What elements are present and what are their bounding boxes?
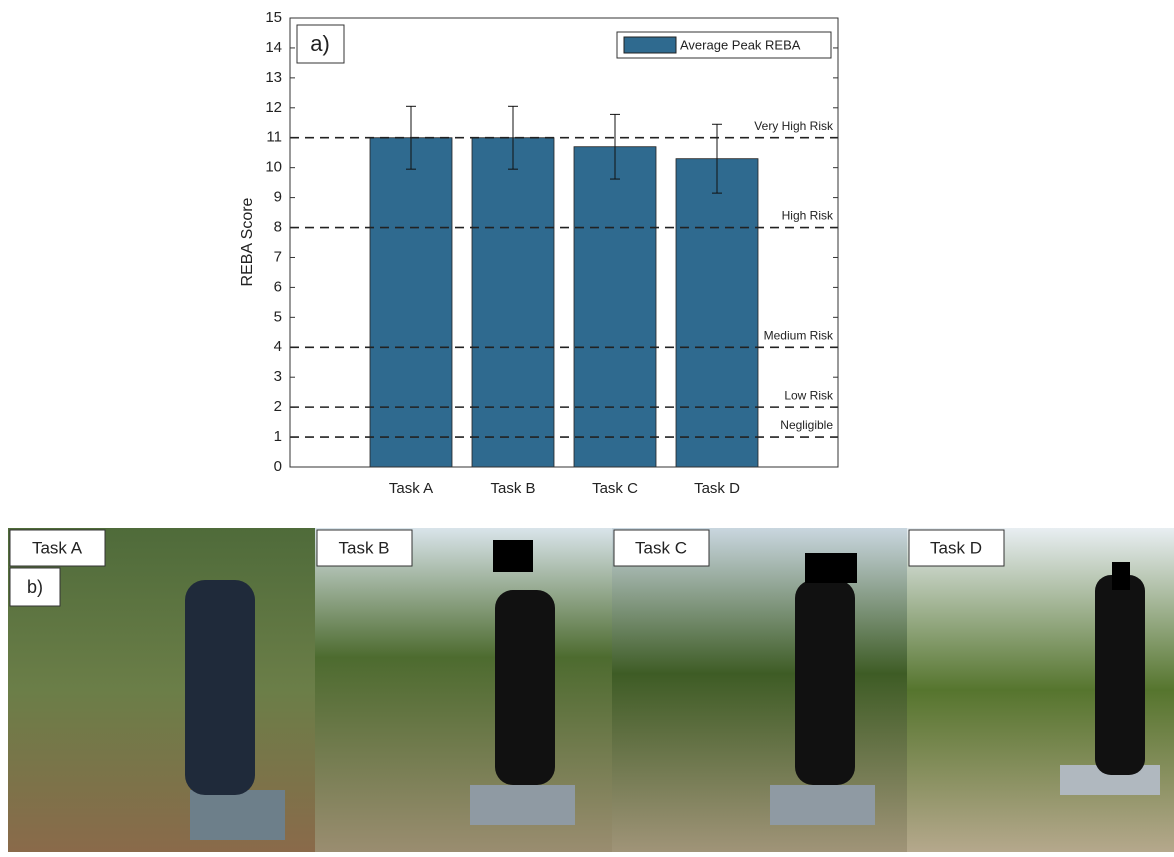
x-tick-label: Task A <box>389 480 433 497</box>
bar <box>676 159 758 467</box>
x-tick-label: Task D <box>694 480 740 497</box>
x-tick-label: Task B <box>490 480 535 497</box>
y-tick-label: 13 <box>265 69 282 86</box>
panel-label: b) <box>27 577 43 597</box>
panel-label: a) <box>310 31 330 56</box>
y-axis-label: REBA Score <box>239 197 256 286</box>
person <box>495 590 555 785</box>
bar <box>472 138 554 467</box>
person <box>185 580 255 795</box>
face-mask <box>1112 562 1130 590</box>
person <box>1095 575 1145 775</box>
photo-label: Task B <box>338 538 389 557</box>
y-tick-label: 7 <box>274 248 282 265</box>
y-tick-label: 2 <box>274 398 282 415</box>
platform <box>470 785 575 825</box>
face-mask <box>493 540 533 572</box>
photo-label: Task A <box>32 538 83 557</box>
risk-label: Medium Risk <box>764 328 834 342</box>
photo-label: Task D <box>930 538 982 557</box>
risk-label: High Risk <box>782 209 834 223</box>
risk-label: Negligible <box>780 418 833 432</box>
bar <box>370 138 452 467</box>
y-tick-label: 0 <box>274 458 282 475</box>
platform <box>190 790 285 840</box>
risk-label: Very High Risk <box>754 119 834 133</box>
legend-label: Average Peak REBA <box>680 37 801 52</box>
y-tick-label: 10 <box>265 159 282 176</box>
legend-swatch <box>624 37 676 53</box>
y-tick-label: 4 <box>274 338 282 355</box>
y-tick-label: 15 <box>265 9 282 26</box>
y-tick-label: 6 <box>274 278 282 295</box>
figure: 0123456789101112131415Task ATask BTask C… <box>0 0 1174 852</box>
y-tick-label: 9 <box>274 189 282 206</box>
photos: Task A Task B Task C Task D b) <box>8 528 1174 852</box>
y-tick-label: 14 <box>265 39 282 56</box>
y-tick-label: 1 <box>274 428 282 445</box>
risk-label: Low Risk <box>784 388 834 402</box>
y-tick-label: 11 <box>266 129 282 146</box>
y-tick-label: 8 <box>274 219 282 236</box>
x-tick-label: Task C <box>592 480 638 497</box>
y-tick-label: 3 <box>274 368 282 385</box>
y-tick-label: 5 <box>274 308 282 325</box>
page: 0123456789101112131415Task ATask BTask C… <box>0 0 1174 852</box>
y-tick-label: 12 <box>265 99 282 116</box>
person <box>795 580 855 785</box>
photo-label: Task C <box>635 538 687 557</box>
platform <box>770 785 875 825</box>
face-mask <box>805 553 857 583</box>
bar <box>574 147 656 467</box>
